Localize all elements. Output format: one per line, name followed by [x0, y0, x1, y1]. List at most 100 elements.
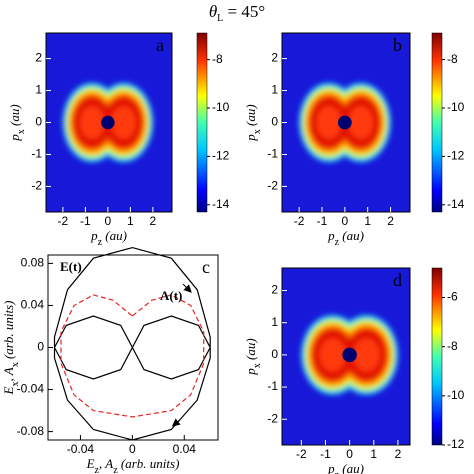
colorbar-tick-label: -10: [447, 100, 465, 114]
x-tick-label: 2: [395, 447, 402, 461]
y-tick-label: 2: [271, 283, 278, 297]
y-tick-label: -2: [267, 411, 278, 425]
x-tick-label: 0.04: [173, 442, 197, 456]
label-part: E: [1, 386, 16, 395]
colorbar: [196, 32, 208, 213]
y-tick-label: -1: [267, 147, 278, 161]
label-part: θ: [209, 2, 217, 21]
label-part: E: [86, 456, 95, 471]
label-part: (au): [243, 104, 258, 129]
label-subscript: x: [10, 362, 21, 367]
x-axis-label: Ez, Az (arb. units): [86, 456, 180, 474]
arrow: [182, 283, 192, 293]
label-part: p: [327, 461, 335, 474]
x-tick-label: 2: [150, 214, 157, 228]
heat-lobe: [348, 105, 374, 140]
panel-label: b: [393, 35, 402, 55]
center-dot: [342, 347, 357, 363]
label-part: p: [243, 134, 258, 142]
x-tick-label: -2: [294, 214, 305, 228]
panel-label: c: [202, 257, 210, 277]
x-tick-label: 1: [127, 214, 134, 228]
arrow: [171, 418, 181, 427]
center-dot: [338, 115, 352, 130]
label-subscript: z: [335, 470, 340, 474]
y-axis-label: Ex, Ax (arb. units): [1, 301, 21, 396]
colorbar-tick-label: -6: [447, 290, 458, 304]
center-dot: [101, 115, 115, 130]
figure-title: θL = 45°: [209, 2, 265, 24]
label-subscript: x: [252, 129, 263, 134]
colorbar: [431, 267, 443, 446]
y-tick-label: 0: [271, 115, 278, 129]
colorbar-tick-label: -8: [447, 52, 458, 66]
x-tick-label: 0: [129, 442, 136, 456]
colorbar-tick-label: -10: [447, 388, 465, 402]
x-tick-label: -2: [296, 447, 307, 461]
x-axis-label: pz (au): [327, 228, 364, 248]
label-part: (au): [7, 104, 22, 129]
colorbar: [431, 32, 443, 213]
y-tick-label: 2: [35, 51, 42, 65]
label-subscript: z: [335, 237, 340, 248]
colorbar-tick-label: -12: [212, 149, 230, 163]
label-subscript: z: [113, 465, 118, 474]
x-tick-label: -1: [320, 447, 331, 461]
y-tick-label: 1: [35, 83, 42, 97]
y-tick-label: 0.04: [21, 298, 45, 312]
y-tick-label: -0.04: [17, 382, 45, 396]
y-tick-label: 1: [271, 83, 278, 97]
y-tick-label: -2: [31, 179, 42, 193]
heatmap: [301, 315, 398, 395]
label-part: p: [243, 368, 258, 376]
series-line: [53, 246, 211, 441]
heat-lobe: [319, 338, 346, 372]
label-subscript: x: [252, 363, 263, 368]
y-tick-label: 0.08: [21, 256, 45, 270]
y-tick-label: -0.08: [17, 424, 45, 438]
x-tick-label: -2: [58, 214, 69, 228]
colorbar-tick-label: -8: [212, 52, 223, 66]
axes-frame: [281, 267, 411, 446]
label-subscript: x: [10, 382, 21, 387]
y-tick-label: 1: [271, 315, 278, 329]
label-part: , A: [99, 456, 113, 471]
x-tick-label: -0.04: [67, 442, 95, 456]
x-tick-label: 0: [105, 214, 112, 228]
heat-lobe: [79, 105, 105, 140]
heat-lobe: [111, 105, 136, 140]
x-tick-label: 1: [370, 447, 377, 461]
y-tick-label: 0: [37, 340, 44, 354]
x-tick-label: -1: [80, 214, 91, 228]
x-tick-label: 0: [342, 214, 349, 228]
label-part: (au): [339, 228, 364, 243]
label-subscript: x: [16, 129, 27, 134]
heatmap: [299, 83, 391, 162]
y-tick-label: -1: [267, 379, 278, 393]
heatmap: [62, 83, 153, 162]
y-axis-label: px (au): [243, 338, 263, 375]
x-axis-label: pz (au): [327, 461, 364, 474]
panel-label: a: [156, 35, 164, 55]
y-tick-label: 2: [271, 51, 278, 65]
label-part: (arb. units): [118, 456, 180, 471]
label-part: (au): [243, 338, 258, 363]
label-part: p: [7, 134, 22, 142]
colorbar-tick-label: -14: [447, 197, 465, 211]
x-tick-label: 2: [387, 214, 394, 228]
y-tick-label: -2: [267, 179, 278, 193]
colorbar-tick-label: -14: [212, 197, 230, 211]
label-subscript: z: [95, 465, 100, 474]
y-axis-label: px (au): [243, 104, 263, 141]
panel-label: d: [393, 270, 402, 290]
y-tick-label: -1: [31, 147, 42, 161]
label-part: p: [90, 228, 98, 243]
x-tick-label: 1: [364, 214, 371, 228]
label-subscript: L: [217, 13, 223, 24]
colorbar-tick-label: -10: [212, 100, 230, 114]
label-part: (arb. units): [1, 301, 16, 363]
heat-lobe: [316, 105, 342, 140]
colorbar-tick-label: -12: [447, 149, 465, 163]
label-part: p: [327, 228, 335, 243]
